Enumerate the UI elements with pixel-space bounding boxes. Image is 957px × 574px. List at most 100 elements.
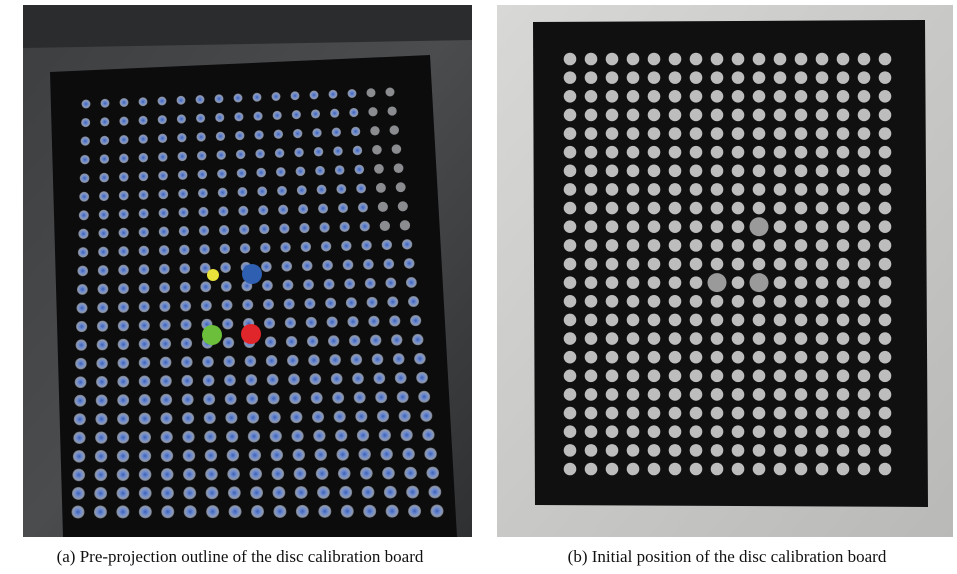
disc [627,146,640,159]
disc [311,109,320,118]
disc [606,351,619,364]
marker-disc [242,264,262,284]
disc [690,314,703,327]
disc [648,444,661,457]
disc [879,71,892,84]
disc [117,450,129,462]
disc [293,129,302,138]
disc [331,373,343,385]
disc [158,134,167,143]
disc [408,296,419,307]
disc [181,375,193,387]
disc [816,314,829,327]
disc [837,351,850,364]
disc [292,110,301,119]
disc [204,412,216,424]
disc [424,448,436,460]
disc [564,370,577,383]
disc [648,220,661,233]
disc [221,281,232,292]
disc [648,71,661,84]
disc [669,127,682,140]
disc [879,202,892,215]
disc [690,183,703,196]
disc [711,351,724,364]
disc [711,239,724,252]
disc [711,202,724,215]
disc [295,486,308,499]
disc [690,425,703,438]
disc [245,374,257,386]
disc [585,109,598,122]
disc [627,314,640,327]
disc [795,220,808,233]
disc [368,107,377,116]
disc [388,106,397,115]
disc [261,261,272,272]
disc [99,210,109,220]
disc [879,127,892,140]
disc [204,431,216,443]
disc [690,127,703,140]
disc [100,117,109,126]
disc [816,295,829,308]
disc [197,170,207,180]
disc [753,258,766,271]
disc [220,244,230,254]
disc [299,223,309,233]
disc [77,284,88,295]
disc [158,171,168,181]
disc [228,486,241,499]
disc [774,314,787,327]
disc [97,321,108,332]
disc [858,276,871,289]
disc [564,332,577,345]
disc [352,373,364,385]
disc [648,53,661,66]
disc [711,109,724,122]
disc [94,487,107,500]
disc [753,53,766,66]
disc [237,187,247,197]
disc [161,450,173,462]
disc [774,332,787,345]
disc [858,183,871,196]
disc [139,153,149,163]
disc [774,425,787,438]
disc [96,395,108,407]
disc [753,407,766,420]
disc [306,317,317,328]
disc [402,448,414,460]
disc [254,130,263,139]
disc [382,240,392,250]
disc [732,314,745,327]
disc [245,355,257,367]
disc [795,444,808,457]
disc [879,351,892,364]
disc [816,425,829,438]
disc [332,392,344,404]
disc [288,374,300,386]
disc [774,463,787,476]
figure: (a) Pre-projection outline of the disc c… [0,0,957,574]
disc [711,90,724,103]
disc [837,276,850,289]
disc [816,463,829,476]
disc [360,221,370,231]
disc [219,225,229,235]
disc [215,113,224,122]
disc [200,281,211,292]
disc [384,486,397,499]
disc [837,239,850,252]
disc [879,276,892,289]
disc [266,355,278,367]
disc [816,351,829,364]
disc [321,241,331,251]
disc [795,127,808,140]
disc [816,202,829,215]
disc [627,165,640,178]
disc [753,314,766,327]
disc [80,173,90,183]
disc [399,410,411,422]
disc [201,300,212,311]
